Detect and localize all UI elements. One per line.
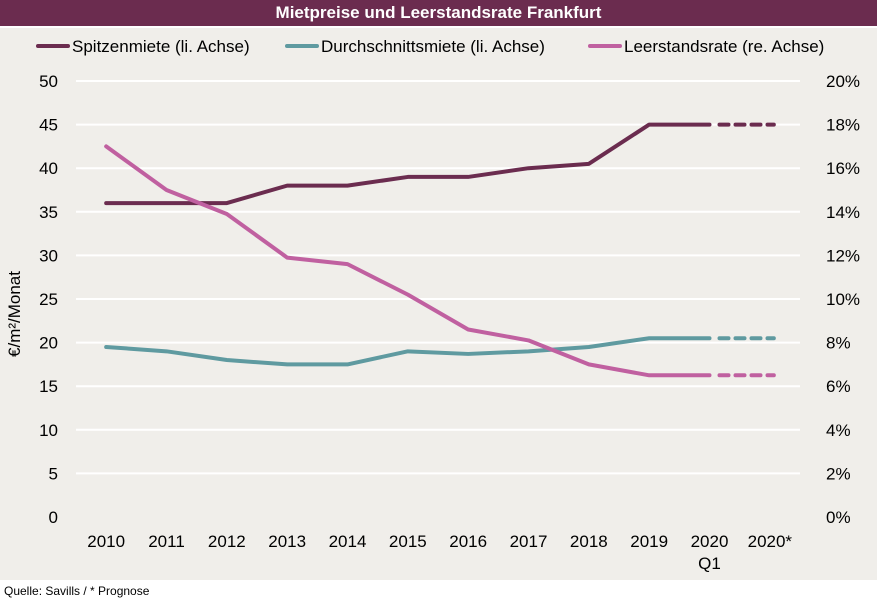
y2-tick-label: 2% bbox=[826, 464, 851, 483]
y2-tick-label: 0% bbox=[826, 508, 851, 527]
x-tick-label: 2012 bbox=[208, 532, 246, 551]
y-tick-label: 30 bbox=[39, 246, 58, 265]
x-tick-label: 2020* bbox=[748, 532, 793, 551]
y2-tick-label: 14% bbox=[826, 203, 860, 222]
x-tick-label: 2017 bbox=[510, 532, 548, 551]
y2-tick-label: 10% bbox=[826, 290, 860, 309]
y-axis-left: 0 5 10 15 20 25 30 35 40 45 50 bbox=[39, 72, 58, 527]
y2-tick-label: 18% bbox=[826, 116, 860, 135]
y2-tick-label: 20% bbox=[826, 72, 860, 91]
legend-label: Leerstandsrate (re. Achse) bbox=[624, 37, 824, 56]
x-tick-label: 2019 bbox=[630, 532, 668, 551]
x-tick-label: 2015 bbox=[389, 532, 427, 551]
y2-tick-label: 16% bbox=[826, 159, 860, 178]
y2-tick-label: 8% bbox=[826, 334, 851, 353]
x-tick-label: 2020 bbox=[691, 532, 729, 551]
legend-label: Durchschnittsmiete (li. Achse) bbox=[321, 37, 545, 56]
y-tick-label: 20 bbox=[39, 334, 58, 353]
y-tick-label: 50 bbox=[39, 72, 58, 91]
y2-tick-label: 12% bbox=[826, 246, 860, 265]
x-tick-label: Q1 bbox=[698, 554, 721, 573]
x-tick-label: 2014 bbox=[329, 532, 367, 551]
x-tick-label: 2018 bbox=[570, 532, 608, 551]
plot-panel bbox=[0, 28, 877, 580]
y-tick-label: 45 bbox=[39, 116, 58, 135]
chart-title: Mietpreise und Leerstandsrate Frankfurt bbox=[0, 0, 877, 26]
y-tick-label: 35 bbox=[39, 203, 58, 222]
y-tick-label: 25 bbox=[39, 290, 58, 309]
y-tick-label: 15 bbox=[39, 377, 58, 396]
legend: Spitzenmiete (li. Achse) Durchschnittsmie… bbox=[36, 37, 824, 56]
x-tick-label: 2010 bbox=[87, 532, 125, 551]
series-line bbox=[104, 122, 712, 206]
x-tick-label: 2011 bbox=[148, 532, 185, 551]
chart: 0 5 10 15 20 25 30 35 40 45 50 0% 2% 4% 6% 8% 10% 12% 14%… bbox=[5, 37, 860, 573]
y-tick-label: 40 bbox=[39, 159, 58, 178]
x-axis: 2010 2011 2012 2013 2014 2015 2016 2017 2018 2019… bbox=[87, 532, 792, 573]
y-axis-label: €/m²/Monat bbox=[5, 271, 24, 357]
y-tick-label: 5 bbox=[49, 464, 58, 483]
grid-lines bbox=[76, 80, 800, 475]
x-tick-label: 2013 bbox=[268, 532, 306, 551]
y-tick-label: 10 bbox=[39, 421, 58, 440]
y2-tick-label: 4% bbox=[826, 421, 851, 440]
series-lines bbox=[104, 122, 776, 378]
y-tick-label: 0 bbox=[49, 508, 58, 527]
x-tick-label: 2016 bbox=[449, 532, 487, 551]
y-axis-right: 0% 2% 4% 6% 8% 10% 12% 14% 16% 18% 20% bbox=[826, 72, 860, 527]
y2-tick-label: 6% bbox=[826, 377, 851, 396]
source-note: Quelle: Savills / * Prognose bbox=[4, 584, 150, 598]
legend-label: Spitzenmiete (li. Achse) bbox=[72, 37, 250, 56]
